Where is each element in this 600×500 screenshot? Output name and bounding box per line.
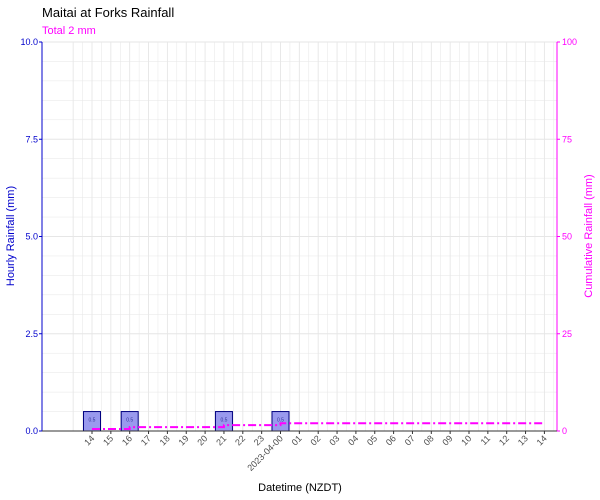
x-tick-label: 15 [101, 433, 115, 447]
cumulative-line [92, 422, 545, 431]
grid-lines [42, 41, 557, 432]
x-tick-label: 07 [403, 433, 417, 447]
x-tick-label: 17 [139, 433, 153, 447]
bar-value-label: 0.5 [220, 418, 227, 424]
y-axis-ticks: 0.0 2.5 5.0 7.5 10.0 [20, 37, 42, 436]
x-tick-label: 22 [233, 433, 247, 447]
y-tick-label: 0.0 [25, 426, 38, 436]
x-tick-label: 02 [308, 433, 322, 447]
x-tick-label: 23 [252, 433, 266, 447]
y2-tick-label: 100 [562, 37, 577, 47]
x-tick-label: 13 [516, 433, 530, 447]
bar-labels: 0.5 0.5 0.5 0.5 [89, 418, 285, 424]
y2-tick-label: 75 [562, 134, 572, 144]
x-tick-label: 11 [479, 433, 493, 447]
bar-value-label: 0.5 [126, 418, 133, 424]
x-tick-label: 2023-04-00 [245, 433, 285, 473]
x-tick-label: 06 [384, 433, 398, 447]
chart-subtitle: Total 2 mm [42, 25, 96, 37]
x-axis-title: Datetime (NZDT) [258, 482, 342, 494]
x-tick-label: 04 [346, 433, 360, 447]
y2-axis-ticks: 0 25 50 75 100 [557, 37, 577, 436]
y-tick-label: 5.0 [25, 232, 38, 242]
x-tick-label: 12 [497, 433, 511, 447]
x-tick-label: 09 [440, 433, 454, 447]
x-tick-label: 08 [422, 433, 436, 447]
x-tick-label: 16 [120, 433, 134, 447]
x-tick-label: 18 [158, 433, 172, 447]
x-tick-label: 05 [365, 433, 379, 447]
y2-tick-label: 50 [562, 232, 572, 242]
chart-title: Maitai at Forks Rainfall [42, 5, 174, 20]
x-tick-label: 10 [459, 433, 473, 447]
y2-axis-title: Cumulative Rainfall (mm) [583, 174, 595, 297]
x-tick-label: 14 [82, 433, 96, 447]
y-tick-label: 7.5 [25, 134, 38, 144]
x-tick-label: 14 [535, 433, 549, 447]
y2-tick-label: 25 [562, 329, 572, 339]
bar-value-label: 0.5 [89, 418, 96, 424]
y2-tick-label: 0 [562, 426, 567, 436]
cumulative-series [92, 422, 545, 431]
x-tick-label: 20 [195, 433, 209, 447]
y-tick-label: 10.0 [20, 37, 38, 47]
bar-value-label: 0.5 [277, 418, 284, 424]
x-tick-label: 01 [290, 433, 304, 447]
x-tick-label: 03 [327, 433, 341, 447]
y-tick-label: 2.5 [25, 329, 38, 339]
x-tick-label: 21 [214, 433, 228, 447]
y-axis-title: Hourly Rainfall (mm) [5, 186, 17, 286]
x-tick-label: 19 [177, 433, 191, 447]
